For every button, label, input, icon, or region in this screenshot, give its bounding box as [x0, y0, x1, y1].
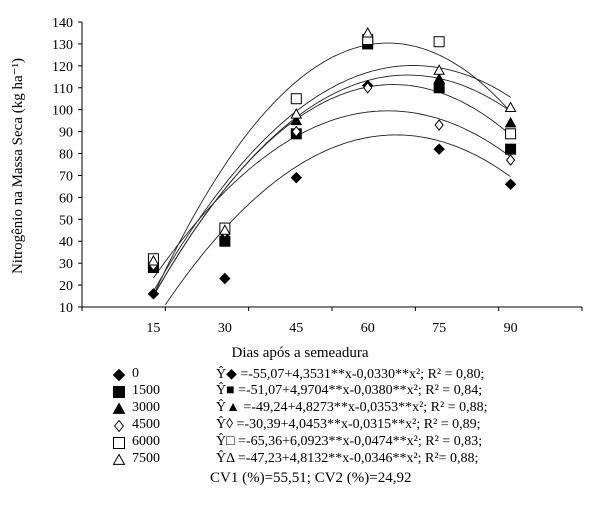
y-tick-label: 10 — [59, 301, 73, 316]
legend-series-name: 6000 — [132, 434, 160, 449]
data-point-0 — [219, 272, 231, 285]
y-tick-label: 80 — [59, 148, 73, 163]
legend-series-name: 4500 — [132, 417, 160, 432]
chart-area: 10 20 30 40 50 60 70 80 90 100 110 120 130 140 15 30 45 6… — [10, 16, 583, 336]
data-point-0 — [504, 178, 517, 190]
data-point-6000 — [433, 36, 445, 48]
legend-marker-square-open — [113, 437, 125, 449]
regression-curve — [153, 110, 511, 279]
legend-marker-triangle-filled — [112, 402, 126, 414]
legend-equation: Ŷ■ =-51,07+4,9704**x-0,0380**x²; R² = 0,… — [216, 383, 483, 398]
legend-marker-diamond-open — [113, 419, 125, 433]
y-tick-label: 60 — [59, 191, 73, 206]
y-tick-label: 20 — [59, 279, 73, 294]
data-point-4500 — [505, 154, 516, 166]
data-point-7500 — [361, 26, 374, 38]
legend-marker-shape — [113, 386, 125, 398]
legend-item: 1500 Ŷ■ =-51,07+4,9704**x-0,0380**x²; R² … — [112, 383, 592, 401]
data-point-4500 — [291, 125, 301, 138]
y-tick-label: 90 — [59, 126, 73, 141]
regression-curves — [152, 42, 511, 306]
y-axis-label: Nitrogênio na Massa Seca (kg ha⁻¹) — [10, 58, 26, 274]
data-point-1500 — [433, 82, 445, 94]
data-point-0 — [290, 171, 302, 184]
legend-item: 6000 Ŷ□ =-65,36+6,0923**x-0,0474**x²; R² … — [112, 434, 592, 452]
data-point-7500 — [290, 108, 303, 119]
legend-equation: Ŷ▲ =-49,24+4,8273**x-0,0353**x²; R² = 0,… — [216, 400, 488, 415]
axes: 10 20 30 40 50 60 70 80 90 100 110 120 130 140 15 30 45 6… — [52, 16, 583, 336]
legend-series-name: 0 — [132, 366, 139, 381]
x-tick-label: 75 — [432, 321, 446, 336]
data-points — [147, 26, 517, 300]
data-point-6000 — [290, 93, 302, 105]
regression-curve — [153, 84, 511, 297]
legend-marker-shape — [113, 437, 125, 449]
legend-equation: Ŷ◊ =-30,39+4,0453**x-0,0315**x²; R² = 0,… — [216, 417, 481, 432]
legend-marker-diamond-filled — [112, 368, 126, 382]
regression-curve — [153, 65, 511, 292]
data-point-6000 — [505, 128, 517, 140]
x-tick-label: 60 — [361, 321, 375, 336]
data-point-7500 — [219, 224, 231, 235]
x-tick-label: 90 — [504, 321, 518, 336]
data-point-3000 — [433, 72, 445, 84]
legend-item: 4500 Ŷ◊ =-30,39+4,0453**x-0,0315**x²; R² … — [112, 417, 592, 435]
legend-series-name: 3000 — [132, 400, 160, 415]
data-point-4500 — [434, 119, 444, 131]
y-tick-label: 110 — [53, 82, 73, 97]
data-point-0 — [433, 143, 445, 155]
data-point-0 — [147, 288, 160, 300]
data-point-7500 — [147, 254, 160, 266]
y-tick-label: 140 — [52, 16, 73, 31]
x-tick-label: 15 — [146, 321, 160, 336]
x-tick-label: 45 — [289, 321, 303, 336]
y-tick-label: 30 — [59, 257, 73, 272]
data-point-3000 — [290, 114, 303, 126]
y-tick-label: 100 — [52, 104, 73, 119]
legend-equation: ŶΔ =-47,23+4,8132**x-0,0346**x²; R²= 0,8… — [216, 451, 479, 466]
legend-marker-shape — [113, 419, 125, 433]
cv-footer: CV1 (%)=55,51; CV2 (%)=24,92 — [210, 470, 412, 486]
legend-marker-shape — [112, 368, 126, 382]
legend-marker-shape — [112, 402, 126, 414]
legend-item: 0 Ŷ◆ =-55,07+4,3531**x-0,0330**x²; R² = 0… — [112, 366, 592, 384]
y-tick-label: 40 — [59, 235, 73, 250]
x-axis-label: Dias após a semeadura — [231, 345, 369, 361]
data-point-7500 — [433, 64, 445, 75]
y-tick-label: 130 — [52, 38, 73, 53]
data-point-3000 — [504, 116, 517, 128]
data-point-1500 — [505, 143, 517, 155]
y-tick-label: 120 — [52, 60, 73, 75]
regression-curve — [152, 42, 511, 296]
data-point-7500 — [504, 101, 517, 112]
legend-equation: Ŷ◆ =-55,07+4,3531**x-0,0330**x²; R² = 0,… — [216, 367, 485, 382]
x-tick-label: 30 — [218, 321, 232, 336]
regression-curve — [153, 74, 511, 296]
regression-curve — [164, 134, 511, 306]
legend-marker-shape — [112, 453, 126, 465]
legend-marker-square-filled — [113, 386, 125, 398]
legend-series-name: 7500 — [132, 451, 160, 466]
legend-item: 7500 ŶΔ =-47,23+4,8132**x-0,0346**x²; R²=… — [112, 451, 592, 469]
y-tick-label: 50 — [59, 213, 73, 228]
legend-equation: Ŷ□ =-65,36+6,0923**x-0,0474**x²; R² = 0,… — [216, 434, 483, 449]
data-point-4500 — [363, 81, 373, 94]
legend-series-name: 1500 — [132, 383, 160, 398]
y-tick-label: 70 — [59, 169, 73, 184]
legend-item: 3000 Ŷ▲ =-49,24+4,8273**x-0,0353**x²; R² … — [112, 400, 592, 418]
legend-marker-triangle-open — [112, 453, 126, 465]
